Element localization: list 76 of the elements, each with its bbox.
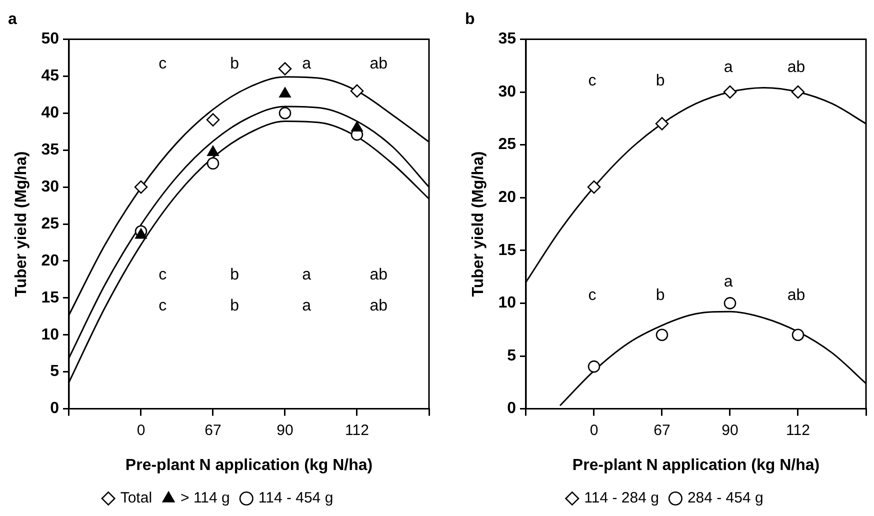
- point: [723, 85, 737, 99]
- point: [278, 106, 292, 120]
- x-axis-title: Pre-plant N application (kg N/ha): [572, 456, 820, 474]
- x-tick-label: 112: [345, 422, 369, 439]
- x-tick-label: 67: [654, 422, 670, 439]
- legend-label: 284 - 454 g: [687, 490, 764, 507]
- point: [656, 328, 668, 342]
- x-tick-label: 67: [204, 422, 222, 439]
- annotation: a: [724, 273, 733, 290]
- y-tick-label: 0: [507, 400, 516, 418]
- y-tick-label: 45: [41, 68, 60, 85]
- annotation: b: [656, 287, 665, 304]
- y-tick-label: 15: [498, 242, 516, 259]
- annotation: b: [230, 297, 240, 314]
- point: [279, 87, 291, 98]
- point: [655, 117, 669, 130]
- annotation: a: [302, 266, 312, 284]
- annotation: c: [158, 266, 167, 284]
- point: [278, 62, 292, 76]
- annotation: ab: [787, 59, 806, 76]
- y-tick-label: 20: [498, 189, 516, 206]
- x-tick-label: 90: [276, 422, 294, 439]
- y-tick-label: 35: [498, 30, 516, 48]
- y-tick-label: 15: [41, 289, 60, 306]
- point: [792, 328, 804, 342]
- y-tick-label: 5: [50, 363, 60, 380]
- annotation: c: [158, 56, 167, 73]
- y-tick-label: 50: [41, 30, 60, 48]
- annotation: b: [230, 56, 240, 73]
- point: [134, 180, 148, 194]
- y-tick-label: 40: [41, 104, 60, 122]
- point: [791, 85, 805, 99]
- point: [206, 113, 220, 126]
- point: [206, 157, 220, 170]
- legend-label: 114 - 284 g: [584, 490, 659, 507]
- annotation: a: [724, 59, 733, 76]
- point: [724, 297, 736, 310]
- legend-label: 114 - 454 g: [258, 490, 334, 507]
- x-tick-label: 112: [786, 422, 810, 439]
- annotation: c: [588, 72, 596, 90]
- chart-title: b: [465, 11, 475, 28]
- annotation: ab: [370, 297, 388, 314]
- annotation: a: [302, 56, 312, 73]
- x-tick-label: 0: [590, 422, 598, 439]
- point: [587, 180, 601, 194]
- y-tick-label: 25: [498, 136, 516, 154]
- annotation: b: [230, 266, 240, 284]
- point: [207, 146, 219, 156]
- annotation: b: [656, 72, 665, 90]
- y-tick-label: 35: [41, 141, 60, 158]
- y-tick-label: 10: [498, 294, 516, 312]
- x-tick-label: 0: [136, 422, 146, 439]
- point: [351, 121, 363, 132]
- chart-title: a: [8, 11, 17, 28]
- annotation: c: [158, 297, 167, 314]
- y-tick-label: 30: [41, 178, 60, 196]
- legend-label: Total: [120, 490, 152, 507]
- x-tick-label: 90: [722, 422, 738, 439]
- y-tick-label: 5: [507, 347, 516, 364]
- y-tick-label: 0: [50, 400, 60, 418]
- annotation: c: [588, 287, 596, 304]
- y-tick-label: 25: [41, 215, 60, 232]
- y-axis-title: Tuber yield (Mg/ha): [13, 151, 30, 297]
- y-axis-title: Tuber yield (Mg/ha): [470, 151, 488, 297]
- annotation: a: [302, 297, 312, 314]
- y-tick-label: 30: [498, 83, 516, 100]
- x-axis-title: Pre-plant N application (kg N/ha): [125, 456, 373, 474]
- y-tick-label: 20: [41, 252, 60, 270]
- annotation: ab: [787, 287, 806, 304]
- point: [350, 84, 364, 98]
- point: [135, 228, 147, 239]
- annotation: ab: [370, 56, 388, 73]
- y-tick-label: 10: [41, 326, 60, 344]
- point: [588, 360, 600, 373]
- legend-label: > 114 g: [180, 490, 230, 507]
- annotation: ab: [370, 266, 388, 284]
